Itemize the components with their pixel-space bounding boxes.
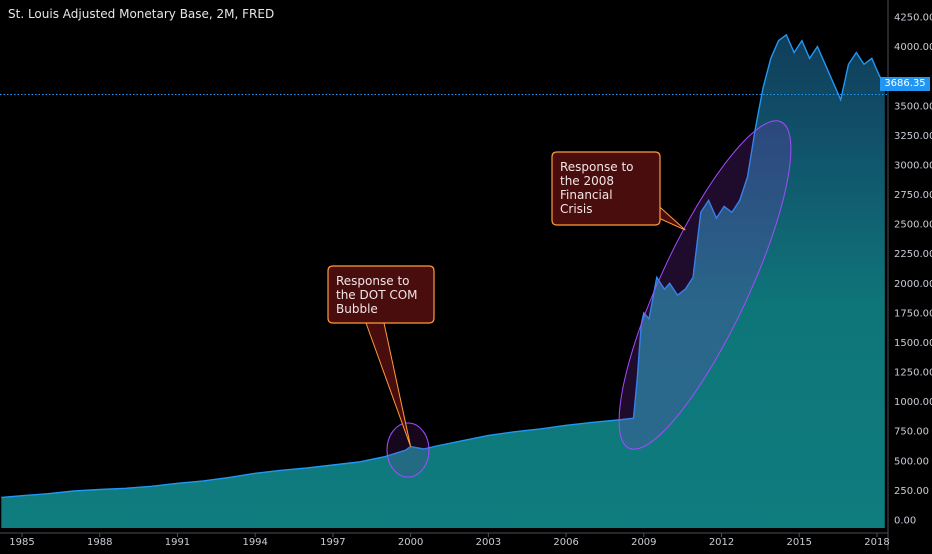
x-tick-label: 1994 bbox=[242, 537, 267, 548]
y-tick-label: 250.00 bbox=[894, 486, 929, 497]
chart-title: St. Louis Adjusted Monetary Base, 2M, FR… bbox=[8, 7, 275, 21]
x-tick-label: 1991 bbox=[165, 537, 190, 548]
y-tick-label: 2750.00 bbox=[894, 190, 932, 201]
y-tick-label: 1000.00 bbox=[894, 397, 932, 408]
callout-layer bbox=[327, 151, 686, 447]
y-tick-label: 750.00 bbox=[894, 427, 929, 438]
y-tick-label: 2250.00 bbox=[894, 249, 932, 260]
x-tick-label: 1988 bbox=[87, 537, 112, 548]
highlight-ellipses bbox=[386, 120, 792, 478]
callout-box bbox=[551, 151, 661, 226]
x-tick-label: 2012 bbox=[709, 537, 734, 548]
dotcom-highlight-ellipse bbox=[386, 422, 430, 478]
y-tick-label: 3500.00 bbox=[894, 101, 932, 112]
y-tick-label: 4000.00 bbox=[894, 42, 932, 53]
x-tick-label: 2009 bbox=[631, 537, 656, 548]
x-tick-label: 2003 bbox=[476, 537, 501, 548]
series-line bbox=[1, 33, 886, 499]
callout-box bbox=[327, 265, 435, 324]
x-tick-label: 1997 bbox=[320, 537, 345, 548]
y-tick-label: 1500.00 bbox=[894, 338, 932, 349]
y-tick-label: 1250.00 bbox=[894, 368, 932, 379]
last-price-badge: 3686.35 bbox=[880, 76, 930, 91]
callout-text: Response to the DOT COM Bubble bbox=[336, 274, 418, 316]
y-tick-label: 2500.00 bbox=[894, 220, 932, 231]
y-tick-label: 500.00 bbox=[894, 456, 929, 467]
x-tick-label: 2015 bbox=[787, 537, 812, 548]
crisis-highlight-ellipse bbox=[618, 120, 792, 450]
y-tick-label: 2000.00 bbox=[894, 279, 932, 290]
x-tick-label: 1985 bbox=[9, 537, 34, 548]
callout-text: Response to the 2008 Financial Crisis bbox=[560, 160, 634, 216]
y-tick-label: 1750.00 bbox=[894, 308, 932, 319]
area-layer bbox=[1, 33, 886, 529]
y-tick-label: 0.00 bbox=[894, 516, 916, 527]
series-area bbox=[1, 34, 885, 529]
y-tick-label: 4250.00 bbox=[894, 13, 932, 24]
x-tick-label: 2018 bbox=[864, 537, 889, 548]
x-tick-label: 2006 bbox=[553, 537, 578, 548]
x-tick-label: 2000 bbox=[398, 537, 423, 548]
y-tick-label: 3250.00 bbox=[894, 131, 932, 142]
y-tick-label: 3000.00 bbox=[894, 160, 932, 171]
